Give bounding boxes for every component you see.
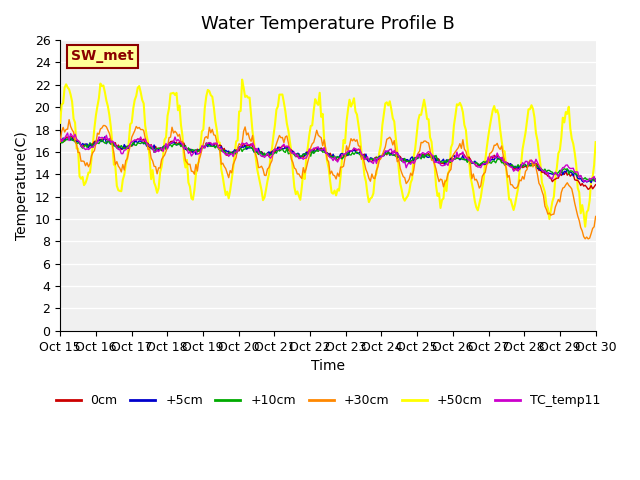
Title: Water Temperature Profile B: Water Temperature Profile B — [201, 15, 455, 33]
Text: SW_met: SW_met — [71, 49, 134, 63]
Legend: 0cm, +5cm, +10cm, +30cm, +50cm, TC_temp11: 0cm, +5cm, +10cm, +30cm, +50cm, TC_temp1… — [51, 389, 605, 412]
Y-axis label: Temperature(C): Temperature(C) — [15, 131, 29, 240]
X-axis label: Time: Time — [311, 359, 345, 373]
